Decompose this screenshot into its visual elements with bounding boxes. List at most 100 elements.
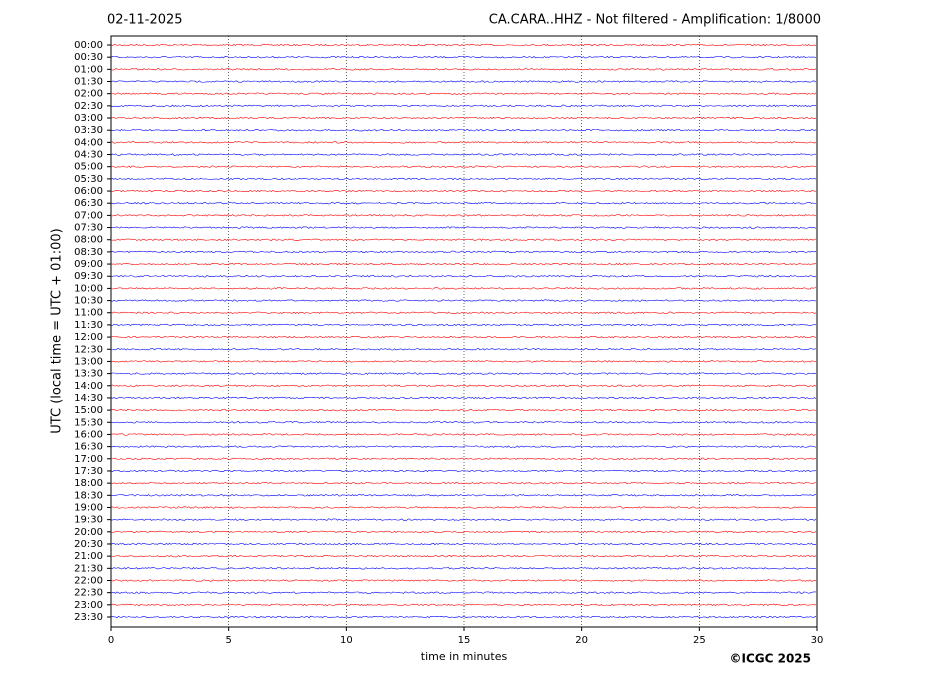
y-tick-label: 19:30	[74, 515, 103, 526]
y-tick-label: 18:30	[74, 490, 103, 501]
y-tick-label: 13:00	[74, 356, 103, 367]
y-tick-label: 02:00	[74, 89, 103, 100]
y-tick-label: 12:30	[74, 344, 103, 355]
y-tick-label: 22:30	[74, 588, 103, 599]
x-tick-label: 30	[811, 635, 824, 646]
y-tick-label: 09:30	[74, 271, 103, 282]
x-axis-label: time in minutes	[421, 650, 508, 663]
y-tick-label: 11:30	[74, 320, 103, 331]
trace	[110, 542, 817, 546]
y-tick-label: 16:30	[74, 442, 103, 453]
y-tick-label: 09:00	[74, 259, 103, 270]
trace	[110, 396, 817, 400]
x-tick-label: 5	[225, 635, 231, 646]
chart-title: CA.CARA..HHZ - Not filtered - Amplificat…	[489, 13, 821, 28]
trace	[110, 335, 817, 339]
trace	[110, 202, 817, 205]
y-tick-label: 04:00	[74, 137, 103, 148]
y-tick-label: 01:30	[74, 77, 103, 88]
trace	[110, 104, 817, 108]
trace	[110, 554, 817, 558]
y-tick-label: 07:00	[74, 210, 103, 221]
trace	[110, 567, 817, 570]
trace	[110, 506, 817, 509]
y-tick-label: 17:30	[74, 466, 103, 477]
y-tick-label: 23:00	[74, 600, 103, 611]
trace	[110, 275, 817, 278]
trace	[110, 372, 817, 375]
y-tick-label: 00:30	[74, 52, 103, 63]
trace	[110, 469, 817, 473]
trace	[110, 262, 817, 266]
trace	[110, 43, 817, 47]
y-tick-label: 22:00	[74, 575, 103, 586]
x-tick-label: 15	[458, 635, 471, 646]
trace	[110, 55, 817, 59]
y-tick-label: 20:30	[74, 539, 103, 550]
y-tick-label: 13:30	[74, 369, 103, 380]
trace	[110, 153, 817, 156]
y-axis-label: UTC (local time = UTC + 01:00)	[50, 228, 65, 433]
trace	[110, 591, 817, 594]
y-tick-label: 16:00	[74, 429, 103, 440]
trace	[110, 116, 817, 120]
y-tick-label: 03:30	[74, 125, 103, 136]
y-tick-label: 02:30	[74, 101, 103, 112]
y-tick-label: 00:00	[74, 40, 103, 51]
y-tick-label: 11:00	[74, 308, 103, 319]
y-tick-label: 06:00	[74, 186, 103, 197]
trace	[110, 214, 817, 217]
y-tick-label: 19:00	[74, 502, 103, 513]
y-tick-label: 21:00	[74, 551, 103, 562]
trace	[110, 189, 817, 193]
x-tick-label: 10	[340, 635, 353, 646]
y-tick-label: 10:30	[74, 296, 103, 307]
trace	[110, 238, 817, 241]
trace	[110, 530, 817, 533]
trace	[110, 141, 817, 144]
y-tick-label: 18:00	[74, 478, 103, 489]
x-tick-label: 25	[693, 635, 706, 646]
trace	[110, 80, 817, 83]
trace	[110, 323, 817, 327]
trace	[110, 481, 817, 485]
y-tick-label: 01:00	[74, 64, 103, 75]
y-tick-label: 15:30	[74, 417, 103, 428]
trace	[111, 348, 817, 351]
y-tick-label: 15:00	[74, 405, 103, 416]
trace	[110, 165, 817, 168]
plot-frame	[110, 35, 818, 628]
trace	[110, 384, 817, 387]
y-tick-label: 12:00	[74, 332, 103, 343]
trace	[110, 92, 817, 95]
credit: ©ICGC 2025	[729, 652, 811, 666]
trace	[110, 408, 817, 412]
trace	[110, 129, 817, 132]
date: 02-11-2025	[107, 13, 183, 28]
y-tick-label: 20:00	[74, 527, 103, 538]
trace	[110, 250, 817, 254]
y-tick-label: 05:00	[74, 162, 103, 173]
y-tick-label: 21:30	[74, 563, 103, 574]
trace	[110, 177, 817, 181]
y-tick-label: 23:30	[74, 612, 103, 623]
y-tick-label: 06:30	[74, 198, 103, 209]
x-tick-label: 0	[108, 635, 114, 646]
trace	[110, 421, 817, 424]
trace	[110, 615, 817, 619]
y-tick-label: 07:30	[74, 223, 103, 234]
y-tick-label: 08:30	[74, 247, 103, 258]
y-tick-label: 05:30	[74, 174, 103, 185]
trace	[110, 226, 817, 229]
trace	[110, 360, 817, 363]
y-tick-label: 04:30	[74, 150, 103, 161]
y-tick-label: 08:00	[74, 235, 103, 246]
trace	[110, 299, 817, 302]
y-tick-label: 03:00	[74, 113, 103, 124]
trace	[110, 445, 817, 448]
trace	[110, 287, 817, 290]
y-tick-label: 14:30	[74, 393, 103, 404]
trace	[110, 579, 817, 582]
trace	[110, 311, 817, 314]
